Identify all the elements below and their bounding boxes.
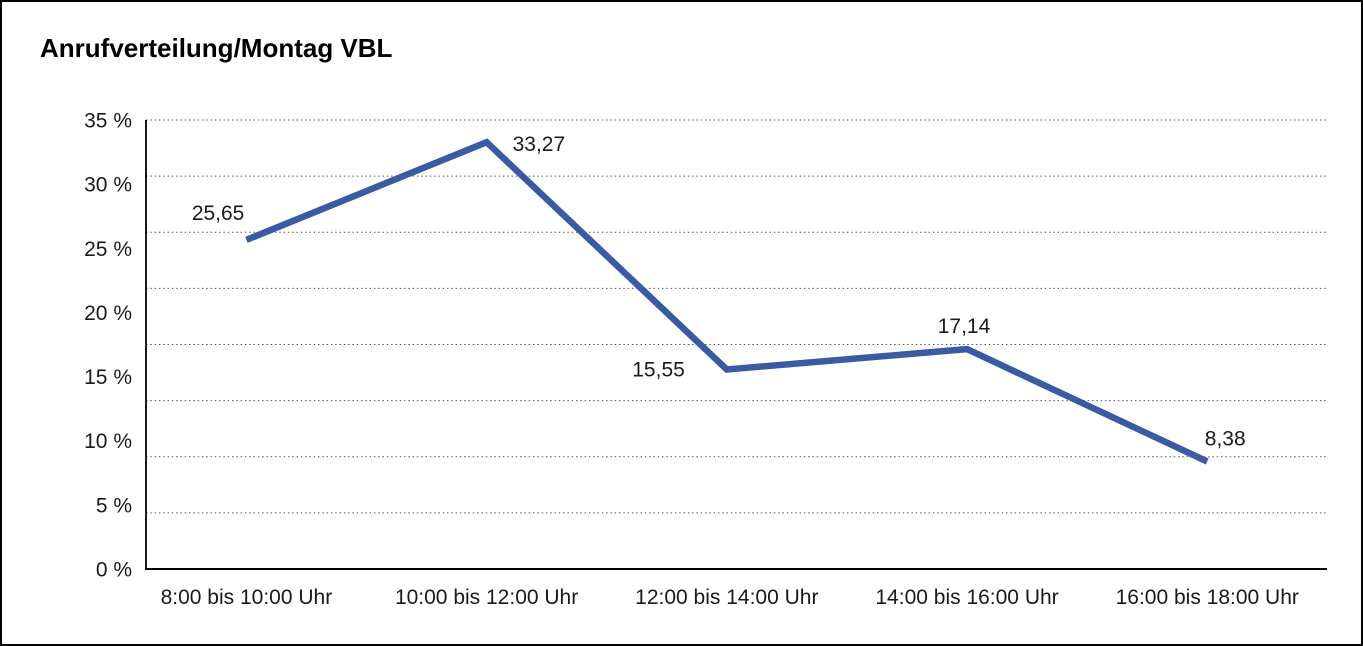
y-tick-label: 20 % [84,302,132,325]
chart-title: Anrufverteilung/Montag VBL [40,33,393,63]
y-tick-label: 15 % [84,366,132,389]
data-label: 15,55 [632,359,685,382]
y-tick-label: 5 % [96,494,132,517]
data-label: 25,65 [192,202,245,225]
x-tick-label: 14:00 bis 16:00 Uhr [875,586,1058,609]
x-tick-label: 16:00 bis 18:00 Uhr [1116,586,1299,609]
x-tick-label: 12:00 bis 14:00 Uhr [635,586,818,609]
x-tick-label: 10:00 bis 12:00 Uhr [395,586,578,609]
y-tick-label: 35 % [84,110,132,133]
data-label: 33,27 [513,133,566,156]
y-tick-label: 0 % [96,559,132,582]
data-line [245,138,1209,465]
y-tick-label: 10 % [84,430,132,453]
data-label: 8,38 [1205,427,1246,450]
data-label: 17,14 [938,315,991,338]
y-tick-label: 30 % [84,174,132,197]
x-tick-label: 8:00 bis 10:00 Uhr [161,586,333,609]
y-tick-label: 25 % [84,238,132,261]
